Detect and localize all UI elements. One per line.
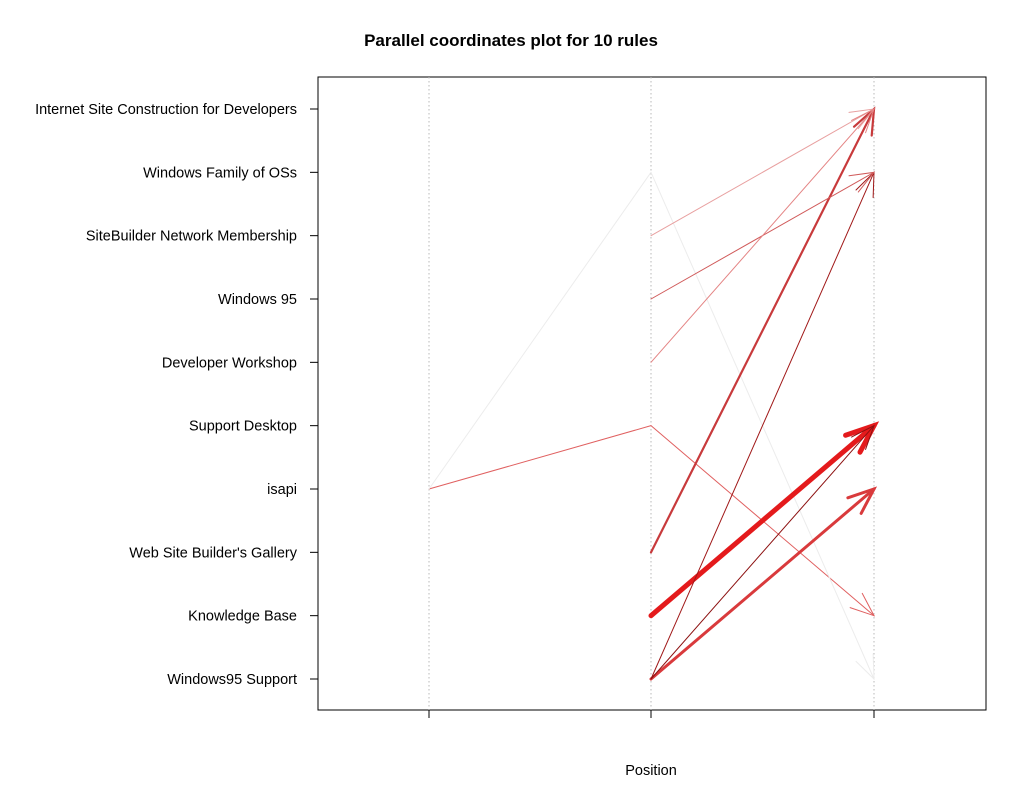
rule-4 [649, 486, 878, 681]
rule-line [649, 107, 876, 554]
rule-line [650, 171, 875, 680]
y-tick-label: Knowledge Base [188, 609, 297, 625]
rule-arrowhead [851, 424, 875, 450]
y-tick-label: Windows Family of OSs [143, 165, 297, 181]
y-tick-label: Internet Site Construction for Developer… [35, 102, 297, 118]
rule-5 [649, 106, 876, 554]
y-tick-label: isapi [267, 482, 297, 498]
rule-arrowhead [851, 107, 875, 134]
axes [310, 108, 875, 718]
rule-8 [650, 108, 876, 237]
rule-lines [428, 106, 880, 681]
x-axis-label: Position [625, 763, 677, 779]
rule-7 [650, 424, 875, 680]
y-tick-label: Support Desktop [189, 419, 297, 435]
rule-arrowhead [848, 171, 876, 193]
rule-line [650, 425, 875, 680]
rule-line [650, 108, 875, 237]
rule-arrowhead [849, 592, 876, 617]
rule-arrowhead [846, 486, 878, 515]
y-tick-label: Windows 95 [218, 292, 297, 308]
rule-10 [650, 107, 875, 363]
y-tick-label: Web Site Builder's Gallery [129, 545, 297, 561]
chart-title: Parallel coordinates plot for 10 rules [364, 31, 658, 50]
rule-line [650, 108, 875, 363]
y-tick-label: SiteBuilder Network Membership [86, 229, 297, 245]
rule-arrowhead [855, 653, 875, 681]
y-tick-label: Windows95 Support [167, 672, 297, 688]
rule-line [649, 487, 876, 681]
plot-frame [317, 76, 987, 711]
y-tick-label: Developer Workshop [162, 355, 297, 371]
y-tick-labels: Windows95 Support Knowledge Base Web Site … [35, 102, 298, 688]
rule-line [648, 423, 877, 619]
